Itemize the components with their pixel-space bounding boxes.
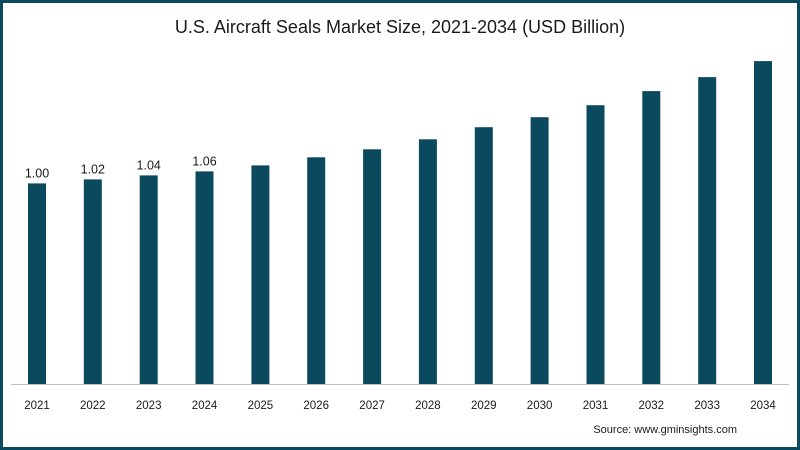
bar-chart: 2021 1.00 2022 1.02 2023 1.04 2024 1.06 2025 2026… — [11, 61, 789, 412]
x-tick-label-2032: 2032 — [639, 400, 665, 412]
bar-2027 — [363, 149, 382, 384]
bar-2024 — [195, 171, 214, 384]
x-tick-label-2034: 2034 — [750, 400, 776, 412]
x-tick-label-2030: 2030 — [527, 400, 553, 412]
x-tick-label-2025: 2025 — [248, 400, 274, 412]
data-label-2023: 1.04 — [137, 158, 161, 172]
bar-2034 — [754, 61, 772, 384]
source-note: Source: www.gminsights.com — [593, 424, 737, 436]
x-tick-label-2033: 2033 — [694, 400, 720, 412]
bar-2025 — [251, 165, 270, 384]
x-tick-label-2023: 2023 — [136, 400, 162, 412]
bar-2031 — [586, 105, 605, 384]
chart-title: U.S. Aircraft Seals Market Size, 2021-20… — [174, 17, 626, 37]
x-tick-label-2027: 2027 — [359, 400, 385, 412]
bar-2033 — [698, 77, 717, 384]
bar-2021 — [28, 183, 46, 384]
x-tick-label-2029: 2029 — [471, 400, 497, 412]
x-tick-label-2026: 2026 — [303, 400, 329, 412]
data-label-2024: 1.06 — [192, 154, 216, 168]
x-tick-label-2031: 2031 — [583, 400, 609, 412]
bar-2026 — [307, 157, 326, 384]
bar-2022 — [83, 179, 102, 384]
x-tick-label-2021: 2021 — [24, 400, 50, 412]
data-label-2021: 1.00 — [25, 166, 49, 180]
x-tick-label-2022: 2022 — [80, 400, 106, 412]
x-tick-label-2028: 2028 — [415, 400, 441, 412]
bar-2023 — [139, 175, 158, 384]
bar-2028 — [418, 139, 437, 384]
bar-2032 — [642, 91, 661, 384]
data-label-2022: 1.02 — [81, 162, 105, 176]
x-tick-label-2024: 2024 — [192, 400, 218, 412]
bar-2029 — [474, 127, 493, 384]
bar-2030 — [530, 117, 549, 384]
